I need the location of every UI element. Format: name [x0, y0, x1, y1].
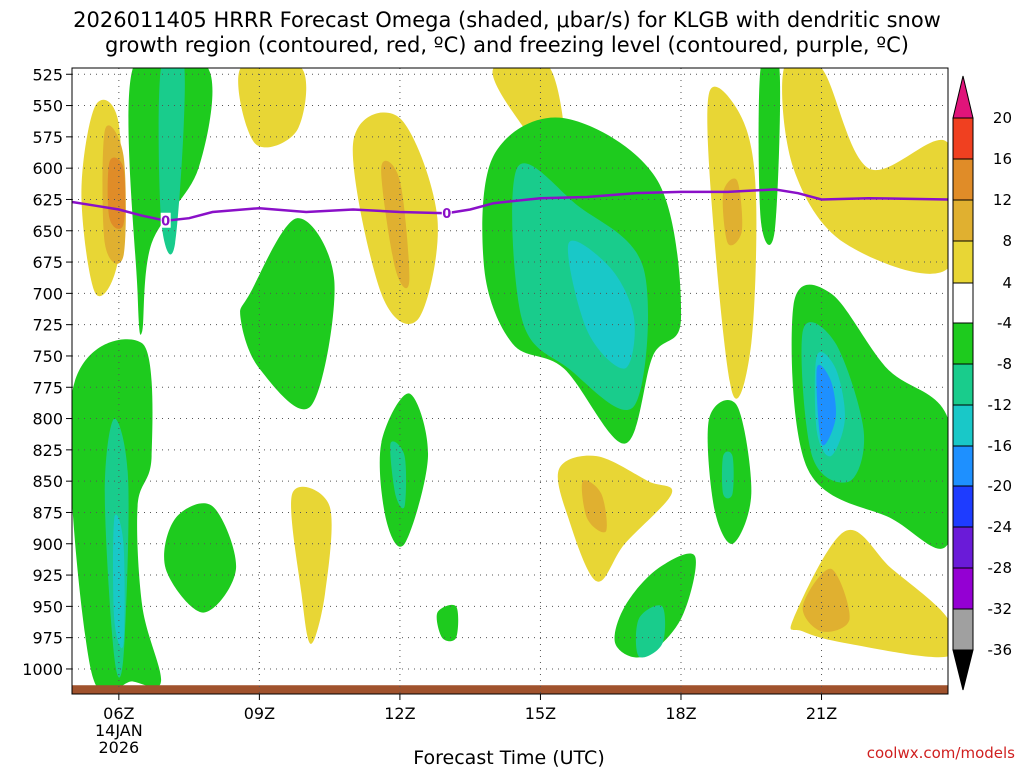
- colorbar-segment: [952, 75, 974, 119]
- colorbar-segment: [952, 158, 974, 201]
- y-tick-label: 950: [32, 597, 63, 616]
- y-tick-label: 600: [32, 159, 63, 178]
- omega-region-11: [291, 486, 332, 644]
- omega-region-20: [557, 455, 673, 582]
- y-tick-label: 575: [32, 128, 63, 147]
- colorbar-segment: [952, 199, 974, 242]
- omega-region-27: [721, 451, 734, 499]
- x-tick-label: 12Z: [384, 704, 415, 723]
- colorbar-segment: [952, 567, 974, 610]
- x-tick-label: 09Z: [244, 704, 275, 723]
- y-tick-label: 675: [32, 253, 63, 272]
- y-tick-label: 1000: [22, 660, 63, 679]
- y-tick-label: 700: [32, 284, 63, 303]
- y-tick-label: 850: [32, 472, 63, 491]
- chart-title-line-2: growth region (contoured, red, ºC) and f…: [105, 33, 909, 57]
- y-tick-label: 625: [32, 190, 63, 209]
- x-tick-date-label: 2026: [98, 738, 139, 757]
- colorbar-label: -24: [988, 518, 1013, 536]
- omega-region-7: [113, 514, 125, 649]
- colorbar-label: 8: [1002, 232, 1012, 250]
- omega-region-23: [635, 605, 666, 658]
- y-tick-label: 975: [32, 629, 63, 648]
- y-tick-label: 875: [32, 503, 63, 522]
- freezing-level-label: 0: [442, 207, 451, 222]
- colorbar-segment: [952, 445, 974, 487]
- colorbar-segment: [952, 485, 974, 528]
- y-tick-label: 550: [32, 97, 63, 116]
- colorbar-segment: [952, 608, 974, 651]
- y-tick-label: 900: [32, 535, 63, 554]
- y-tick-label: 800: [32, 410, 63, 429]
- x-tick-date-label: 14JAN: [95, 721, 143, 740]
- omega-region-28: [758, 68, 781, 245]
- freezing-level-label: 0: [161, 215, 170, 230]
- freezing-label-bg: [160, 212, 171, 228]
- omega-region-15: [390, 441, 407, 509]
- colorbar-label: 12: [993, 191, 1012, 209]
- y-tick-label: 725: [32, 316, 63, 335]
- credit-text: coolwx.com/models: [867, 744, 1015, 762]
- colorbar-segment: [952, 649, 974, 691]
- omega-region-13: [381, 160, 410, 289]
- omega-region-33: [816, 364, 836, 446]
- y-tick-label: 650: [32, 222, 63, 241]
- colorbar-label: -20: [988, 477, 1013, 495]
- colorbar-segment: [952, 282, 974, 324]
- colorbar-segment: [952, 322, 974, 365]
- colorbar-label: 4: [1002, 274, 1012, 292]
- y-tick-label: 825: [32, 441, 63, 460]
- omega-region-19: [567, 240, 635, 369]
- colorbar-segment: [952, 404, 974, 447]
- y-tick-label: 925: [32, 566, 63, 585]
- x-tick-label: 18Z: [665, 704, 696, 723]
- ground-strip: [72, 685, 948, 694]
- colorbar-segment: [952, 117, 974, 160]
- colorbar-label: 20: [993, 109, 1012, 127]
- colorbar-segment: [952, 526, 974, 569]
- omega-region-25: [722, 178, 743, 246]
- x-tick-label: 21Z: [806, 704, 837, 723]
- chart-title-line-1: 2026011405 HRRR Forecast Omega (shaded, …: [73, 8, 941, 32]
- omega-region-8: [164, 503, 237, 613]
- freezing-label-bg: [441, 205, 452, 221]
- colorbar-label: -32: [988, 600, 1013, 618]
- omega-region-35: [802, 568, 850, 632]
- omega-region-36: [436, 604, 459, 642]
- colorbar-label: -28: [988, 559, 1013, 577]
- omega-region-21: [581, 480, 607, 533]
- y-tick-label: 750: [32, 347, 63, 366]
- plot-frame: [71, 67, 949, 695]
- x-axis-title: Forecast Time (UTC): [413, 747, 604, 768]
- colorbar-label: 16: [993, 150, 1012, 168]
- colorbar-label: -16: [988, 437, 1013, 455]
- omega-region-2: [107, 157, 126, 229]
- colorbar-label: -12: [988, 396, 1013, 414]
- colorbar-segment: [952, 240, 974, 284]
- omega-region-4: [158, 68, 185, 255]
- colorbar-label: -4: [997, 314, 1012, 332]
- colorbar-label: -36: [988, 641, 1013, 659]
- omega-region-10: [240, 218, 335, 410]
- colorbar-segment: [952, 363, 974, 406]
- x-tick-label: 15Z: [525, 704, 556, 723]
- colorbar-label: -8: [997, 355, 1012, 373]
- omega-region-29: [782, 68, 948, 274]
- omega-region-9: [238, 68, 307, 148]
- x-tick-label: 06Z: [103, 704, 134, 723]
- omega-region-22: [614, 553, 696, 658]
- y-tick-label: 775: [32, 378, 63, 397]
- y-tick-label: 525: [32, 65, 63, 84]
